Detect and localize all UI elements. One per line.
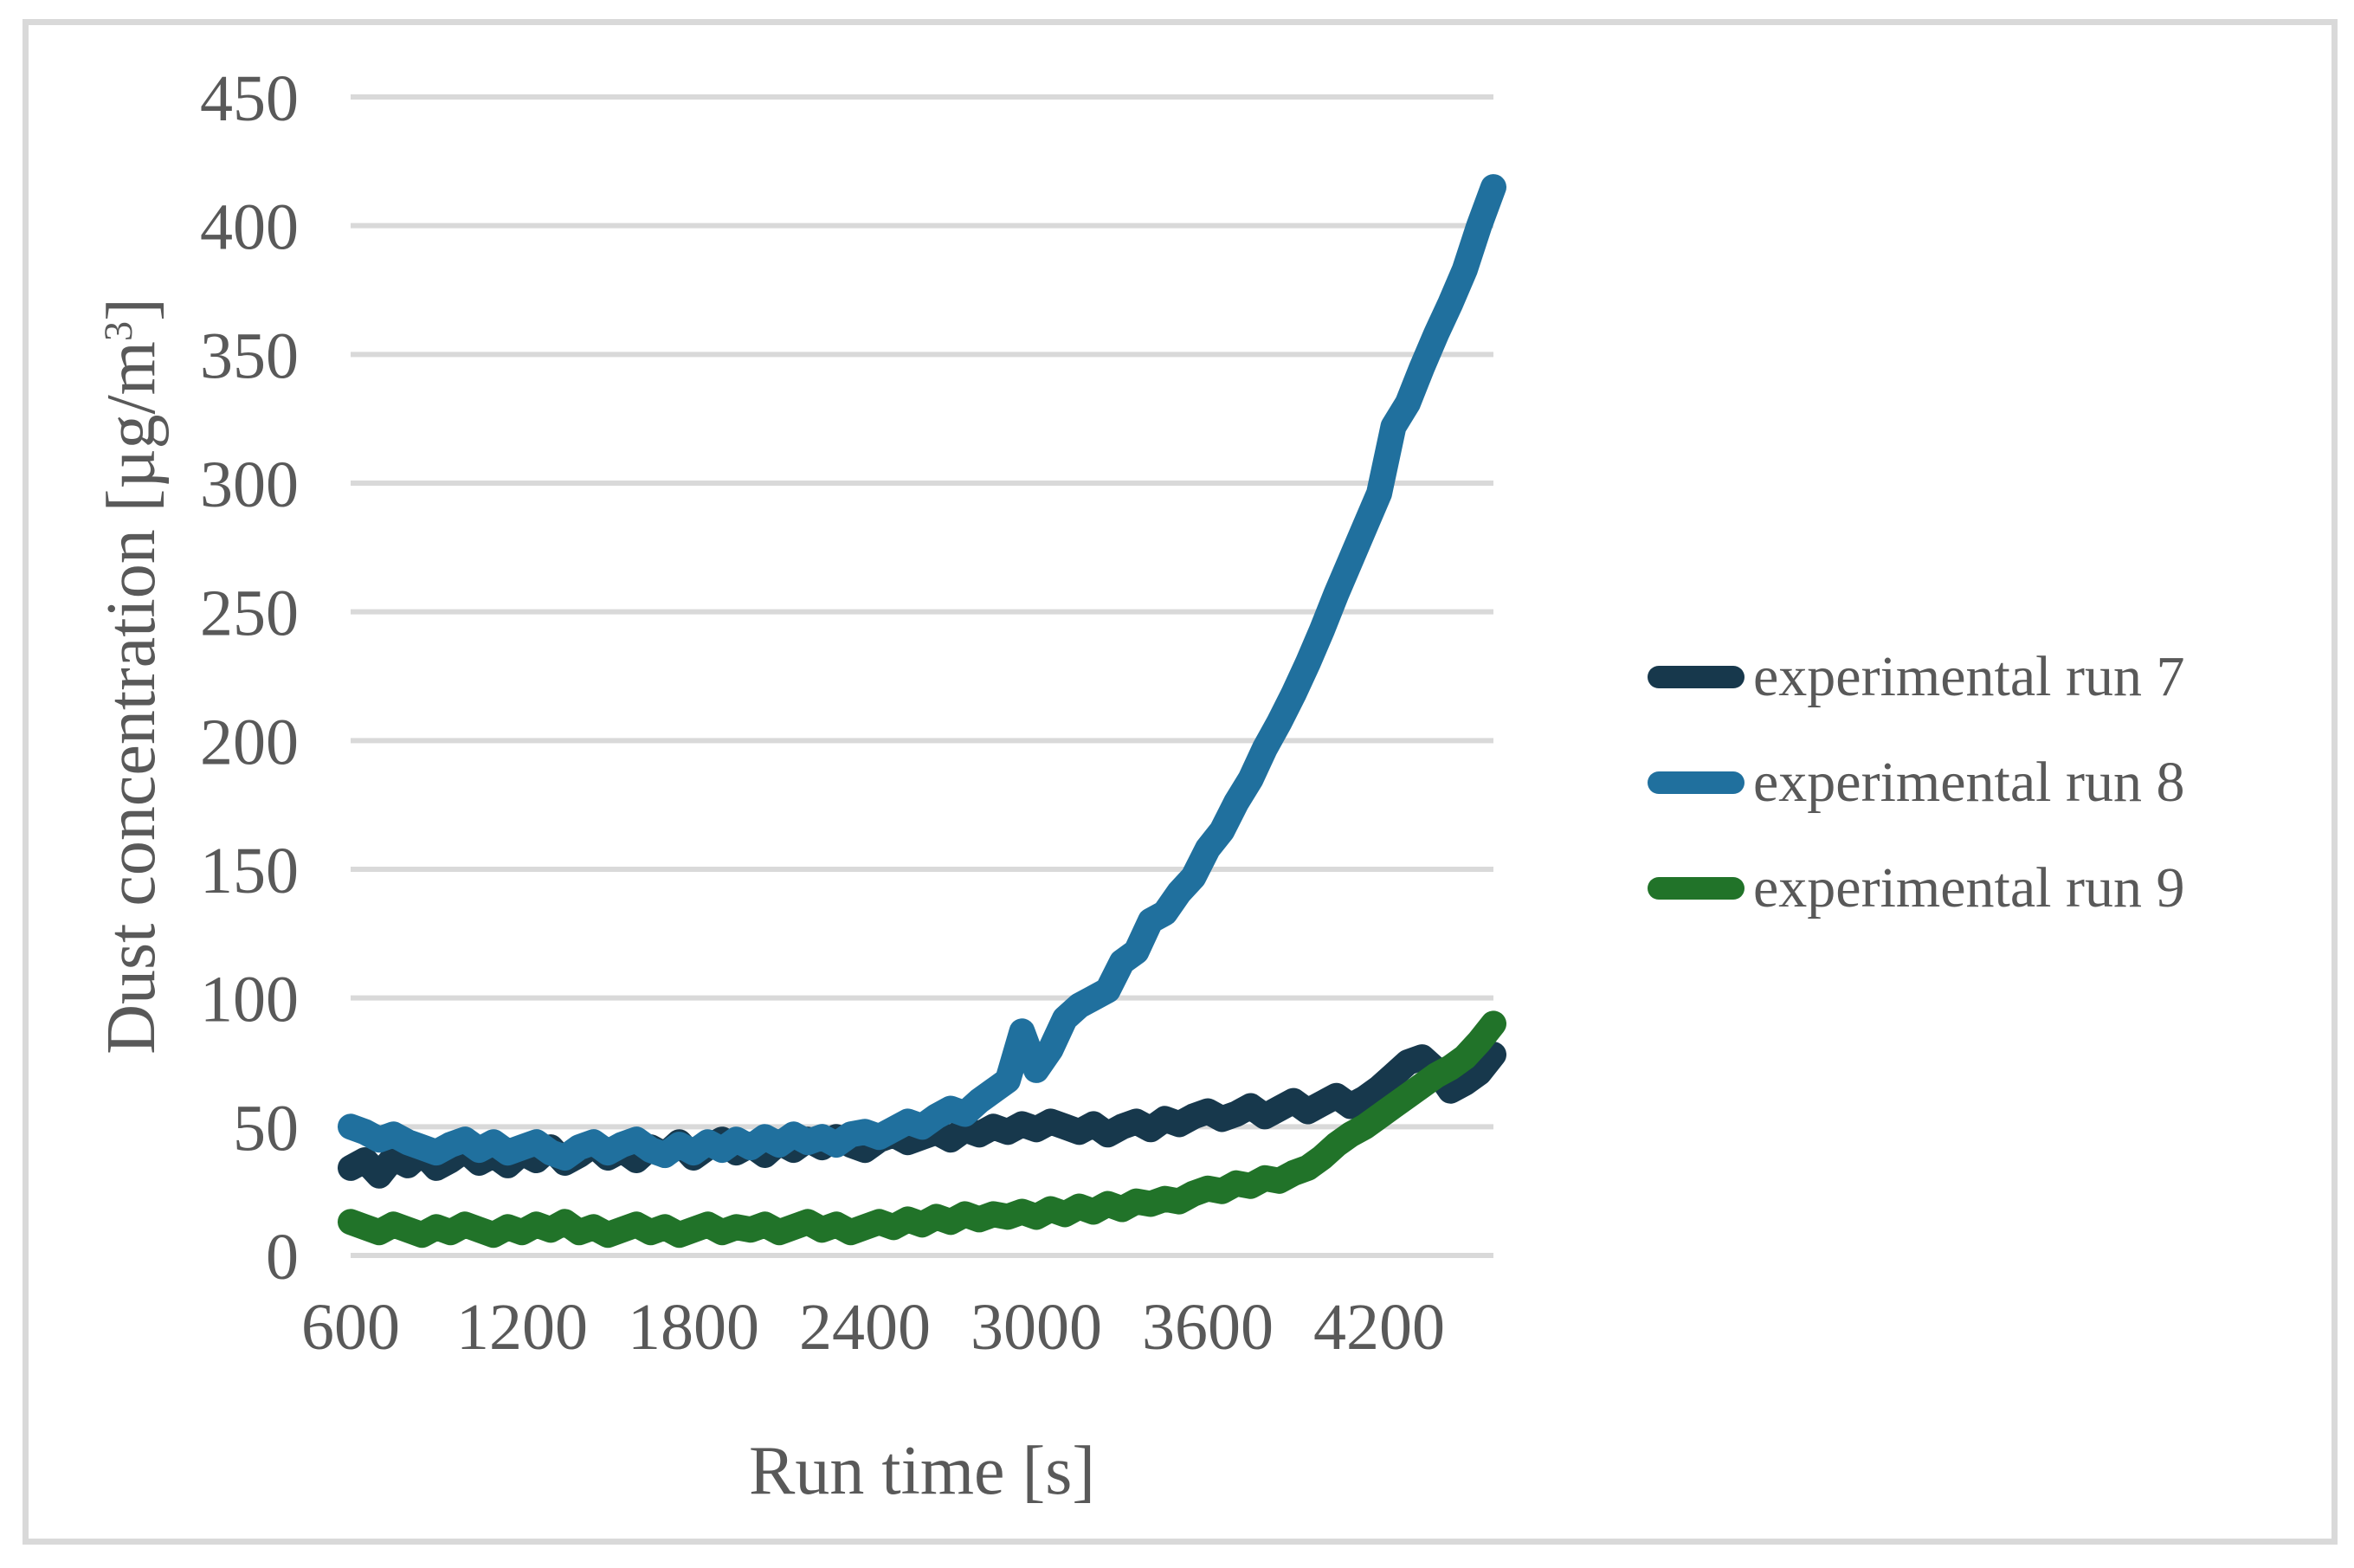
y-tick-label: 300 <box>200 448 299 521</box>
y-tick-label: 150 <box>200 835 299 907</box>
y-tick-label: 250 <box>200 578 299 650</box>
y-tick-label: 200 <box>200 706 299 778</box>
x-tick-label: 600 <box>301 1291 400 1364</box>
y-axis-title-superscript: 3 <box>97 320 142 342</box>
legend-swatch-run-7-icon <box>1648 666 1745 688</box>
y-tick-label: 100 <box>200 964 299 1036</box>
legend-label-run-9: experimental run 9 <box>1753 856 2185 920</box>
y-tick-label: 450 <box>200 62 299 135</box>
x-tick-label: 4200 <box>1313 1291 1445 1364</box>
x-tick-label: 3000 <box>971 1291 1102 1364</box>
legend-swatch-run-8-icon <box>1648 771 1745 794</box>
x-axis-title: Run time [s] <box>749 1433 1095 1509</box>
x-tick-label: 3600 <box>1142 1291 1274 1364</box>
y-axis-title: Dust concentration [µg/m3] <box>94 298 170 1055</box>
y-axis-title-bracket: ] <box>94 298 170 321</box>
legend-label-run-7: experimental run 7 <box>1753 645 2185 708</box>
y-tick-label: 400 <box>200 191 299 264</box>
legend-item-run-9: experimental run 9 <box>1648 859 2184 918</box>
y-tick-label: 350 <box>200 319 299 392</box>
legend-item-run-7: experimental run 7 <box>1648 648 2184 707</box>
legend-swatch-run-9-icon <box>1648 877 1745 900</box>
y-tick-label: 0 <box>266 1221 299 1294</box>
legend-item-run-8: experimental run 8 <box>1648 753 2184 812</box>
x-tick-label: 2400 <box>799 1291 931 1364</box>
series-line-8 <box>338 174 1506 1171</box>
legend-label-run-8: experimental run 8 <box>1753 751 2185 814</box>
series-line-9 <box>338 1010 1506 1249</box>
y-tick-label: 50 <box>233 1092 299 1165</box>
y-axis-title-text: Dust concentration [µg/m <box>94 341 170 1055</box>
legend: experimental run 7 experimental run 8 ex… <box>1648 648 2184 918</box>
x-tick-label: 1200 <box>456 1291 588 1364</box>
x-tick-label: 1800 <box>628 1291 759 1364</box>
